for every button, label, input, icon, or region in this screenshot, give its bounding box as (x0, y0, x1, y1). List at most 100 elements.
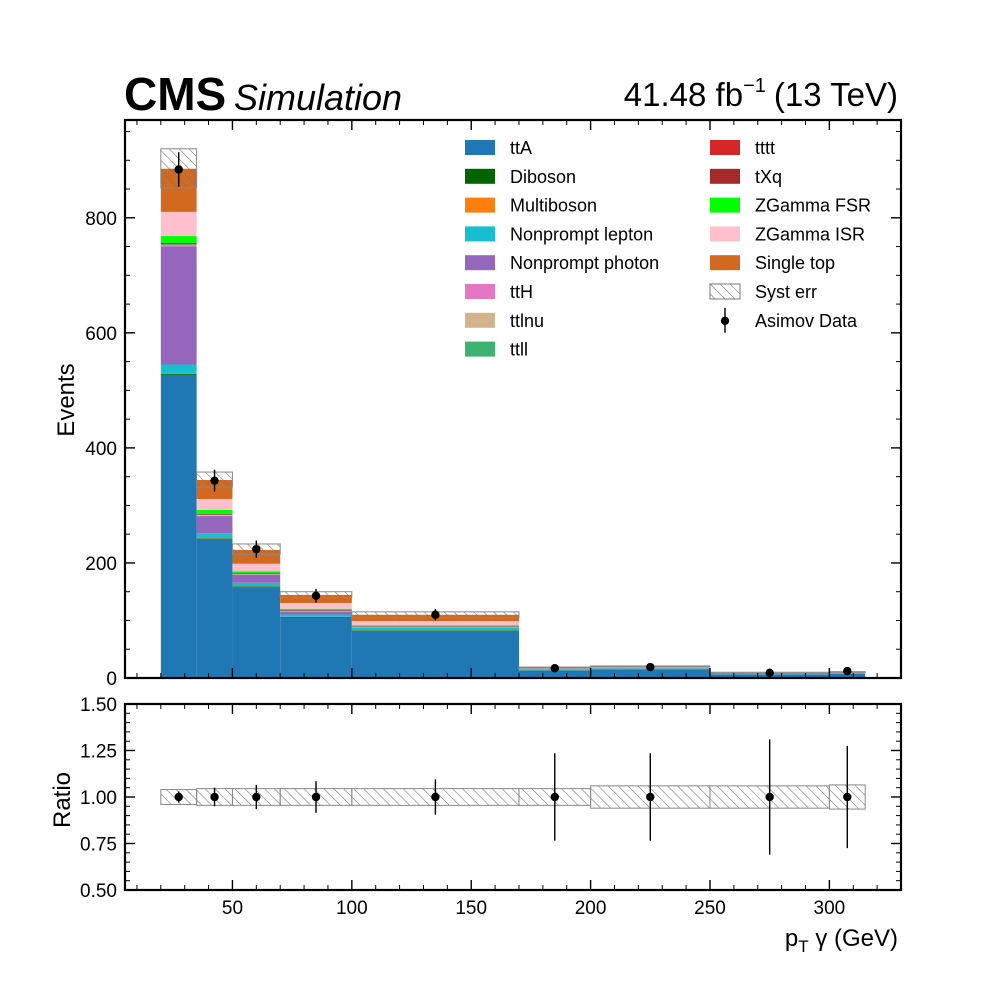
ratio-point-7 (765, 792, 774, 802)
legend-swatch (710, 168, 740, 184)
main-y-axis-label: Events (53, 363, 80, 436)
data-point-3 (311, 591, 321, 600)
legend-label: ttlnu (510, 311, 544, 331)
bar-tta-bin-0 (160, 374, 197, 678)
legend-item-single-top: Single top (710, 253, 835, 273)
x-tick-label: 100 (336, 898, 368, 919)
ratio-point-1 (210, 792, 219, 802)
legend: ttA Diboson Multiboson Nonprompt lepton Nonp… (465, 138, 871, 360)
bar-tta-bin-2 (232, 587, 281, 678)
bar-nonprompt-photon-bin-1 (196, 516, 233, 534)
legend-label: Nonprompt lepton (510, 224, 653, 244)
y-tick-label: 600 (85, 324, 117, 345)
x-tick-label: 50 (222, 898, 243, 919)
legend-label: Asimov Data (755, 311, 858, 331)
y-tick-label: 200 (85, 554, 117, 575)
legend-item-ttll: ttll (465, 340, 528, 360)
legend-label: ZGamma ISR (755, 224, 865, 244)
bar-zgamma-isr-bin-3 (280, 602, 352, 609)
legend-swatch (465, 140, 495, 155)
y-tick-label: 800 (85, 209, 117, 230)
data-point-5 (550, 664, 559, 673)
simulation-label: Simulation (234, 77, 402, 118)
legend-label: ttll (510, 340, 528, 360)
legend-swatch (465, 226, 495, 242)
legend-item-tttt: tttt (710, 138, 775, 158)
ratio-point-6 (646, 792, 655, 802)
legend-swatch (710, 197, 740, 213)
bar-zgamma-fsr-bin-1 (196, 509, 233, 514)
bar-zgamma-fsr-bin-0 (160, 236, 197, 243)
bar-ttll-bin-4 (351, 626, 519, 627)
legend-swatch (709, 283, 741, 300)
bar-ttll-bin-2 (232, 573, 281, 575)
legend-item-ttlnu: ttlnu (465, 311, 544, 331)
ratio-plot-area: 0.50 0.75 1.00 1.25 1.50 50 100 150 200 250 300 Ra… (49, 695, 903, 919)
main-axis-ticks: 0 200 400 600 800 (85, 120, 901, 690)
legend-swatch (710, 226, 740, 242)
legend-item-tta: ttA (465, 138, 532, 158)
x-tick-label: 300 (814, 898, 846, 919)
legend-item-diboson: Diboson (465, 167, 576, 187)
bar-nonprompt-lepton-bin-0 (160, 364, 197, 374)
bar-zgamma-fsr-bin-2 (232, 571, 281, 573)
bar-nonprompt-lepton-bin-3 (280, 614, 352, 617)
legend-item-multiboson: Multiboson (465, 196, 597, 216)
bar-diboson-bin-2 (232, 586, 281, 588)
data-point-2 (252, 544, 261, 554)
legend-label: ttA (510, 138, 532, 158)
ratio-syst-band (160, 784, 866, 810)
legend-label: Syst err (755, 282, 817, 302)
main-plot-frame (123, 118, 903, 680)
bar-tta-bin-6 (590, 669, 710, 678)
data-point-8 (843, 666, 852, 676)
ratio-point-3 (311, 792, 321, 802)
legend-item-syst-err: Syst err (709, 282, 817, 302)
legend-item-nonprompt-photon: Nonprompt photon (465, 253, 659, 273)
legend-label: ZGamma FSR (755, 196, 871, 216)
legend-swatch (465, 197, 495, 213)
bar-nonprompt-photon-bin-3 (280, 611, 352, 615)
legend-item-tth: ttH (465, 282, 533, 302)
legend-swatch (465, 312, 495, 328)
bar-nonprompt-photon-bin-4 (351, 627, 519, 628)
bar-zgamma-isr-bin-0 (160, 211, 197, 237)
luminosity-label: 41.48 fb−1 (13 TeV) (624, 75, 898, 113)
bar-tta-bin-4 (351, 630, 519, 678)
bar-diboson-bin-1 (196, 538, 233, 539)
legend-swatch (710, 140, 740, 155)
bar-diboson-bin-3 (280, 617, 352, 618)
bar-nonprompt-lepton-bin-2 (232, 582, 281, 587)
ratio-point-0 (174, 792, 183, 802)
data-point-1 (210, 476, 219, 485)
ratio-y-tick-label: 1.50 (80, 695, 117, 716)
data-point-0 (174, 165, 183, 174)
data-point-4 (431, 610, 440, 619)
ratio-y-tick-label: 0.75 (80, 835, 117, 856)
bar-nonprompt-photon-bin-0 (160, 246, 197, 365)
bar-nonprompt-lepton-bin-1 (196, 533, 233, 538)
bar-nonprompt-photon-bin-2 (232, 574, 281, 583)
bar-nonprompt-lepton-bin-4 (351, 627, 519, 631)
bar-diboson-bin-0 (160, 373, 197, 375)
bar-zgamma-isr-bin-2 (232, 563, 281, 572)
legend-item-txq: tXq (710, 167, 782, 187)
bar-ttll-bin-0 (160, 244, 197, 246)
asimov-data-points (174, 152, 852, 678)
ratio-y-tick-label: 1.25 (80, 742, 117, 763)
bar-zgamma-fsr-bin-4 (351, 625, 519, 626)
ratio-point-2 (252, 792, 261, 802)
bar-txq-bin-2 (232, 572, 281, 574)
legend-label: ttH (510, 282, 533, 302)
legend-label: Multiboson (510, 196, 597, 216)
bar-txq-bin-3 (280, 609, 352, 611)
legend-swatch (465, 341, 495, 357)
main-plot-area: 0 200 400 600 800 Events (53, 118, 903, 690)
bar-tth-bin-0 (160, 245, 197, 247)
legend-item-nonprompt-lepton: Nonprompt lepton (465, 224, 653, 244)
ratio-point-5 (550, 792, 559, 802)
bar-ttll-bin-3 (280, 610, 352, 612)
legend-item-zgamma-isr: ZGamma ISR (710, 224, 865, 244)
bar-zgamma-fsr-bin-3 (280, 608, 352, 610)
legend-marker (720, 316, 730, 325)
